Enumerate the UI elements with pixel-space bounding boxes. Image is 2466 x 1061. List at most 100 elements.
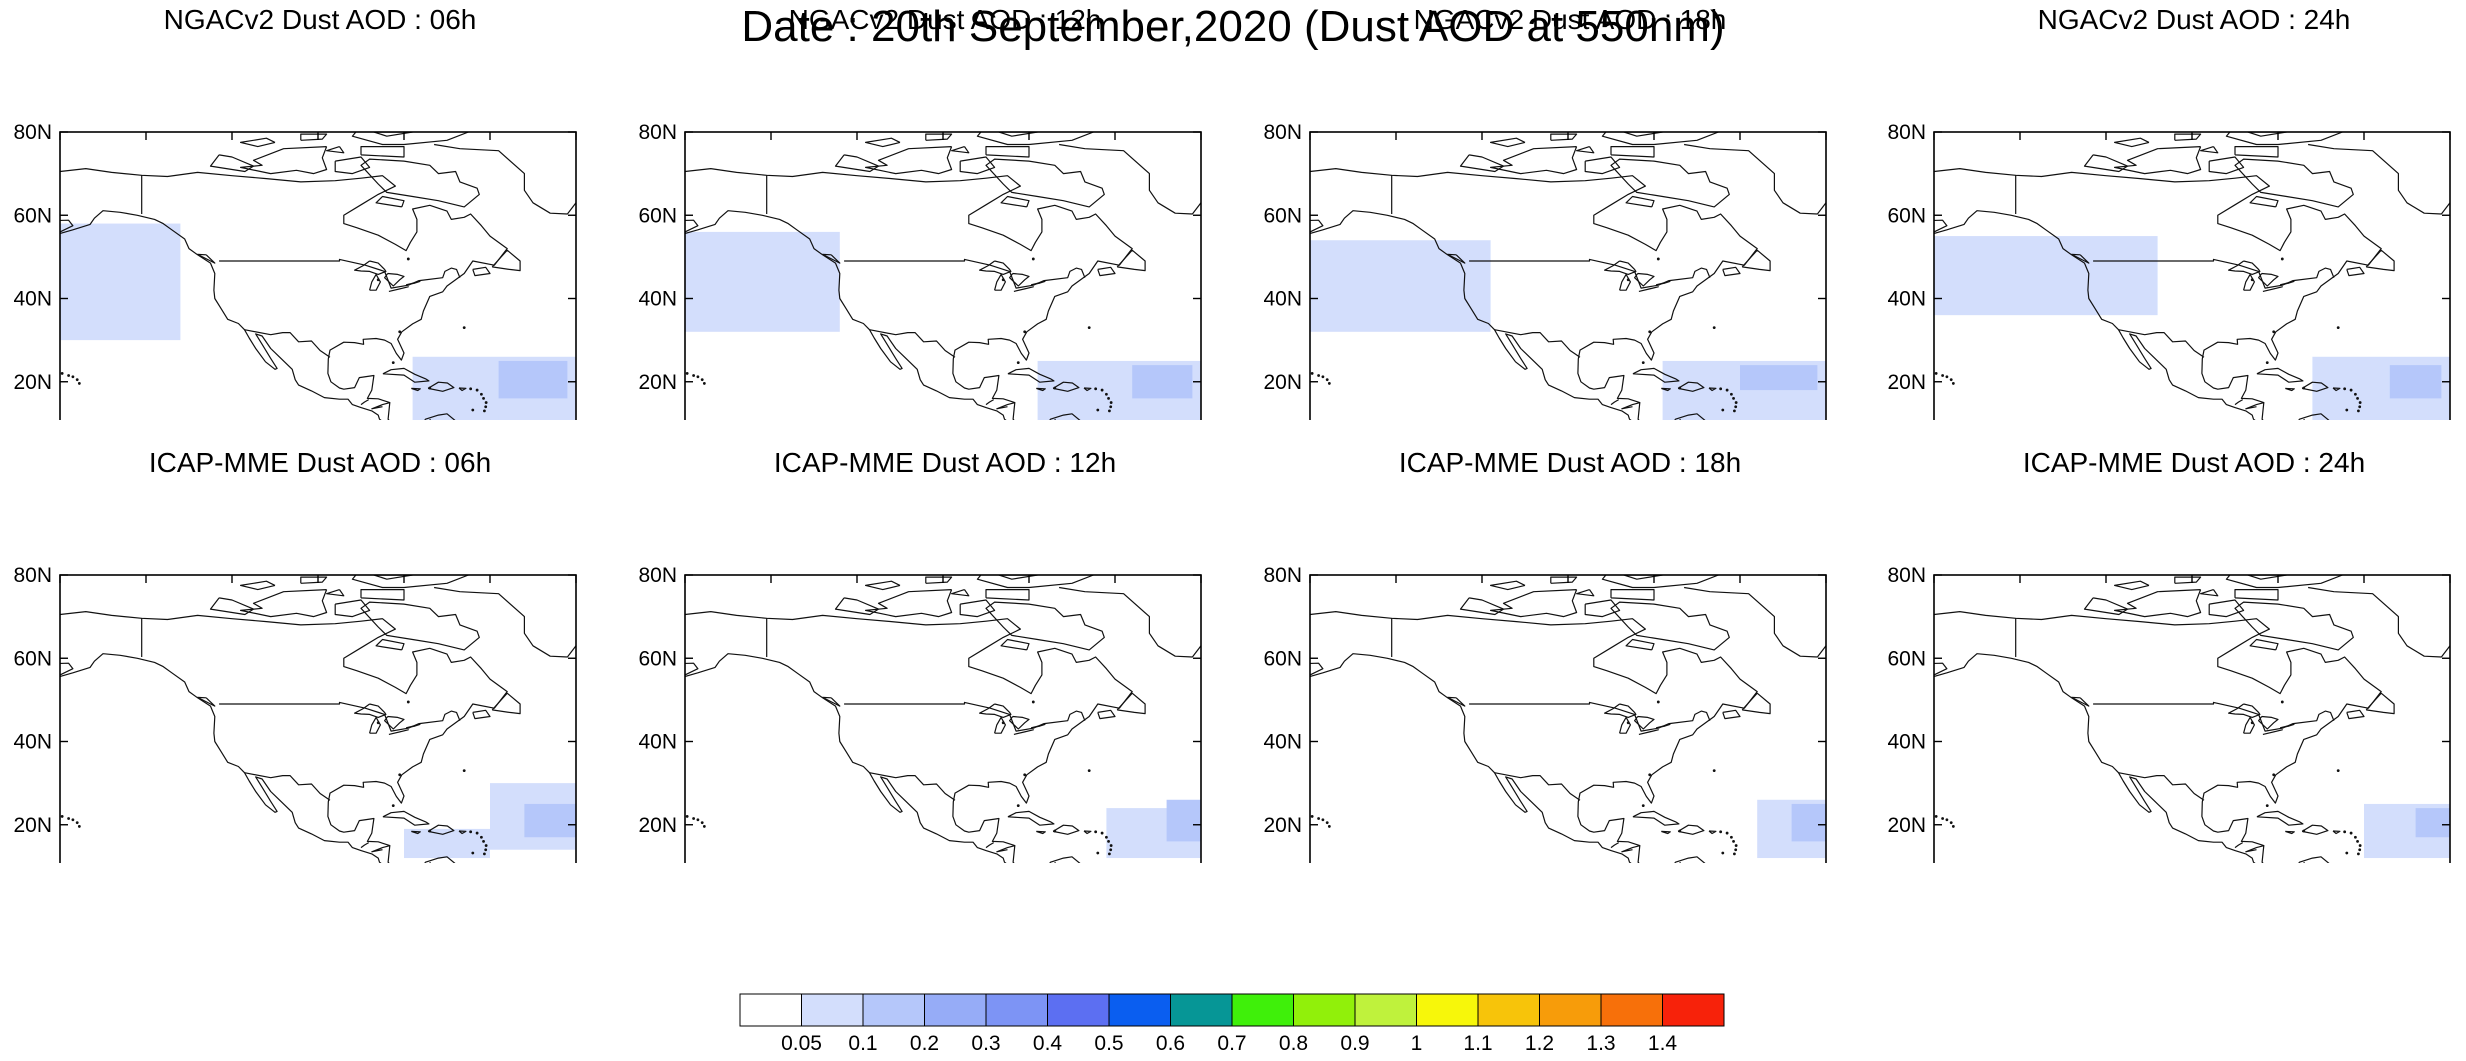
page-title: Date : 20th September,2020 (Dust AOD at … — [741, 2, 1725, 51]
coastline — [373, 132, 413, 137]
coastline — [375, 195, 405, 208]
lat-tick-label: 20N — [638, 814, 677, 837]
coastline — [197, 253, 216, 264]
coastline — [979, 260, 1012, 275]
coastline — [1610, 146, 1655, 158]
coastline — [1447, 696, 1466, 707]
island-dot — [67, 817, 70, 820]
coastline — [1469, 701, 1711, 732]
coastline — [2234, 146, 2279, 158]
coastline — [351, 575, 470, 589]
coastline — [1655, 280, 1671, 286]
coastline — [1934, 653, 2256, 863]
island-dot — [1108, 409, 1111, 413]
island-dot — [1109, 848, 1113, 852]
coastline — [1634, 715, 1655, 730]
panel-title: NGACv2 Dust AOD : 12h — [788, 4, 1102, 35]
map-area — [1310, 575, 1826, 863]
island-dot — [1721, 851, 1725, 855]
lat-tick-label: 40N — [638, 731, 677, 754]
island-dot — [2280, 257, 2284, 261]
coastline — [2114, 137, 2150, 148]
map-panel: 80N60N40N20N0160W140W120W100W80W60W40W IC… — [1874, 443, 2466, 863]
coastline — [1655, 723, 1671, 729]
island-dot — [1053, 386, 1057, 390]
coastline — [2279, 723, 2295, 729]
island-dot — [2345, 851, 2349, 855]
map-panel: 80N60N40N20N0160W140W120W100W80W60W40WIC… — [0, 443, 610, 863]
coastline — [685, 611, 1133, 863]
coastline — [1601, 575, 1720, 589]
island-dot — [71, 375, 75, 379]
coastline — [1310, 210, 1632, 420]
coastline — [1490, 146, 1578, 175]
island-dot — [1678, 386, 1682, 390]
coastline — [1731, 120, 1826, 126]
island-dot — [398, 330, 402, 334]
colorbar-label: 1 — [1411, 1032, 1423, 1055]
coastline — [2243, 716, 2255, 734]
island-dot — [2272, 330, 2276, 334]
coastline — [2225, 575, 2344, 589]
panel-title: ICAP-MME Dust AOD : 24h — [2022, 447, 2366, 478]
island-dot — [685, 815, 689, 818]
coastline — [1490, 580, 1526, 591]
island-dot — [1951, 825, 1955, 828]
island-dot — [2265, 361, 2269, 365]
island-dot — [696, 818, 700, 822]
island-dot — [2336, 326, 2340, 330]
island-dot — [1626, 278, 1630, 282]
colorbar-swatch — [1354, 993, 1417, 1027]
coastline — [2245, 402, 2265, 410]
lat-tick-label: 60N — [13, 647, 52, 670]
lat-tick-label: 20N — [1887, 814, 1926, 837]
island-dot — [2336, 769, 2340, 773]
island-dot — [1108, 852, 1111, 856]
coastline — [2114, 589, 2202, 618]
island-dot — [483, 852, 486, 856]
island-dot — [700, 821, 704, 825]
coastline — [1083, 830, 1092, 835]
coastline — [1584, 156, 1621, 175]
coastline — [360, 146, 405, 158]
coastline — [1097, 709, 1116, 720]
coastline — [1459, 154, 1505, 173]
coastline — [2308, 586, 2450, 658]
island-dot — [1327, 382, 1331, 385]
coastline — [369, 273, 381, 291]
coastline — [2234, 399, 2244, 406]
coastline — [1619, 273, 1631, 291]
map-plot: 80N60N40N20N0160W140W120W100W80W60W40W — [1887, 563, 2451, 863]
coastline — [985, 589, 1030, 601]
island-dot — [2280, 700, 2284, 704]
lat-tick-label: 80N — [1263, 121, 1302, 144]
lat-tick-label: 40N — [13, 288, 52, 311]
coastline — [2093, 258, 2335, 289]
coastline — [865, 589, 953, 618]
island-dot — [1109, 844, 1113, 847]
island-dot — [475, 831, 479, 835]
coastline — [2071, 696, 2090, 707]
island-dot — [469, 830, 473, 834]
colorbar-label: 0.1 — [848, 1032, 877, 1055]
coastline — [822, 696, 841, 707]
island-dot — [1721, 408, 1725, 412]
coastline — [219, 258, 461, 289]
coastline — [458, 387, 467, 392]
coastline — [354, 260, 387, 275]
island-dot — [2358, 848, 2362, 852]
island-dot — [376, 278, 380, 282]
coastline — [1000, 195, 1030, 208]
island-dot — [469, 387, 473, 391]
coastline — [1677, 824, 1705, 835]
coastline — [2208, 156, 2245, 175]
coastline — [834, 597, 880, 616]
island-dot — [1730, 835, 1733, 839]
island-dot — [1031, 700, 1035, 704]
dust-aod-region — [1166, 799, 1201, 842]
coastline — [2355, 563, 2450, 569]
island-dot — [1734, 401, 1738, 404]
lat-tick-label: 60N — [1887, 647, 1926, 670]
coastline — [360, 842, 370, 849]
island-dot — [2345, 408, 2349, 412]
